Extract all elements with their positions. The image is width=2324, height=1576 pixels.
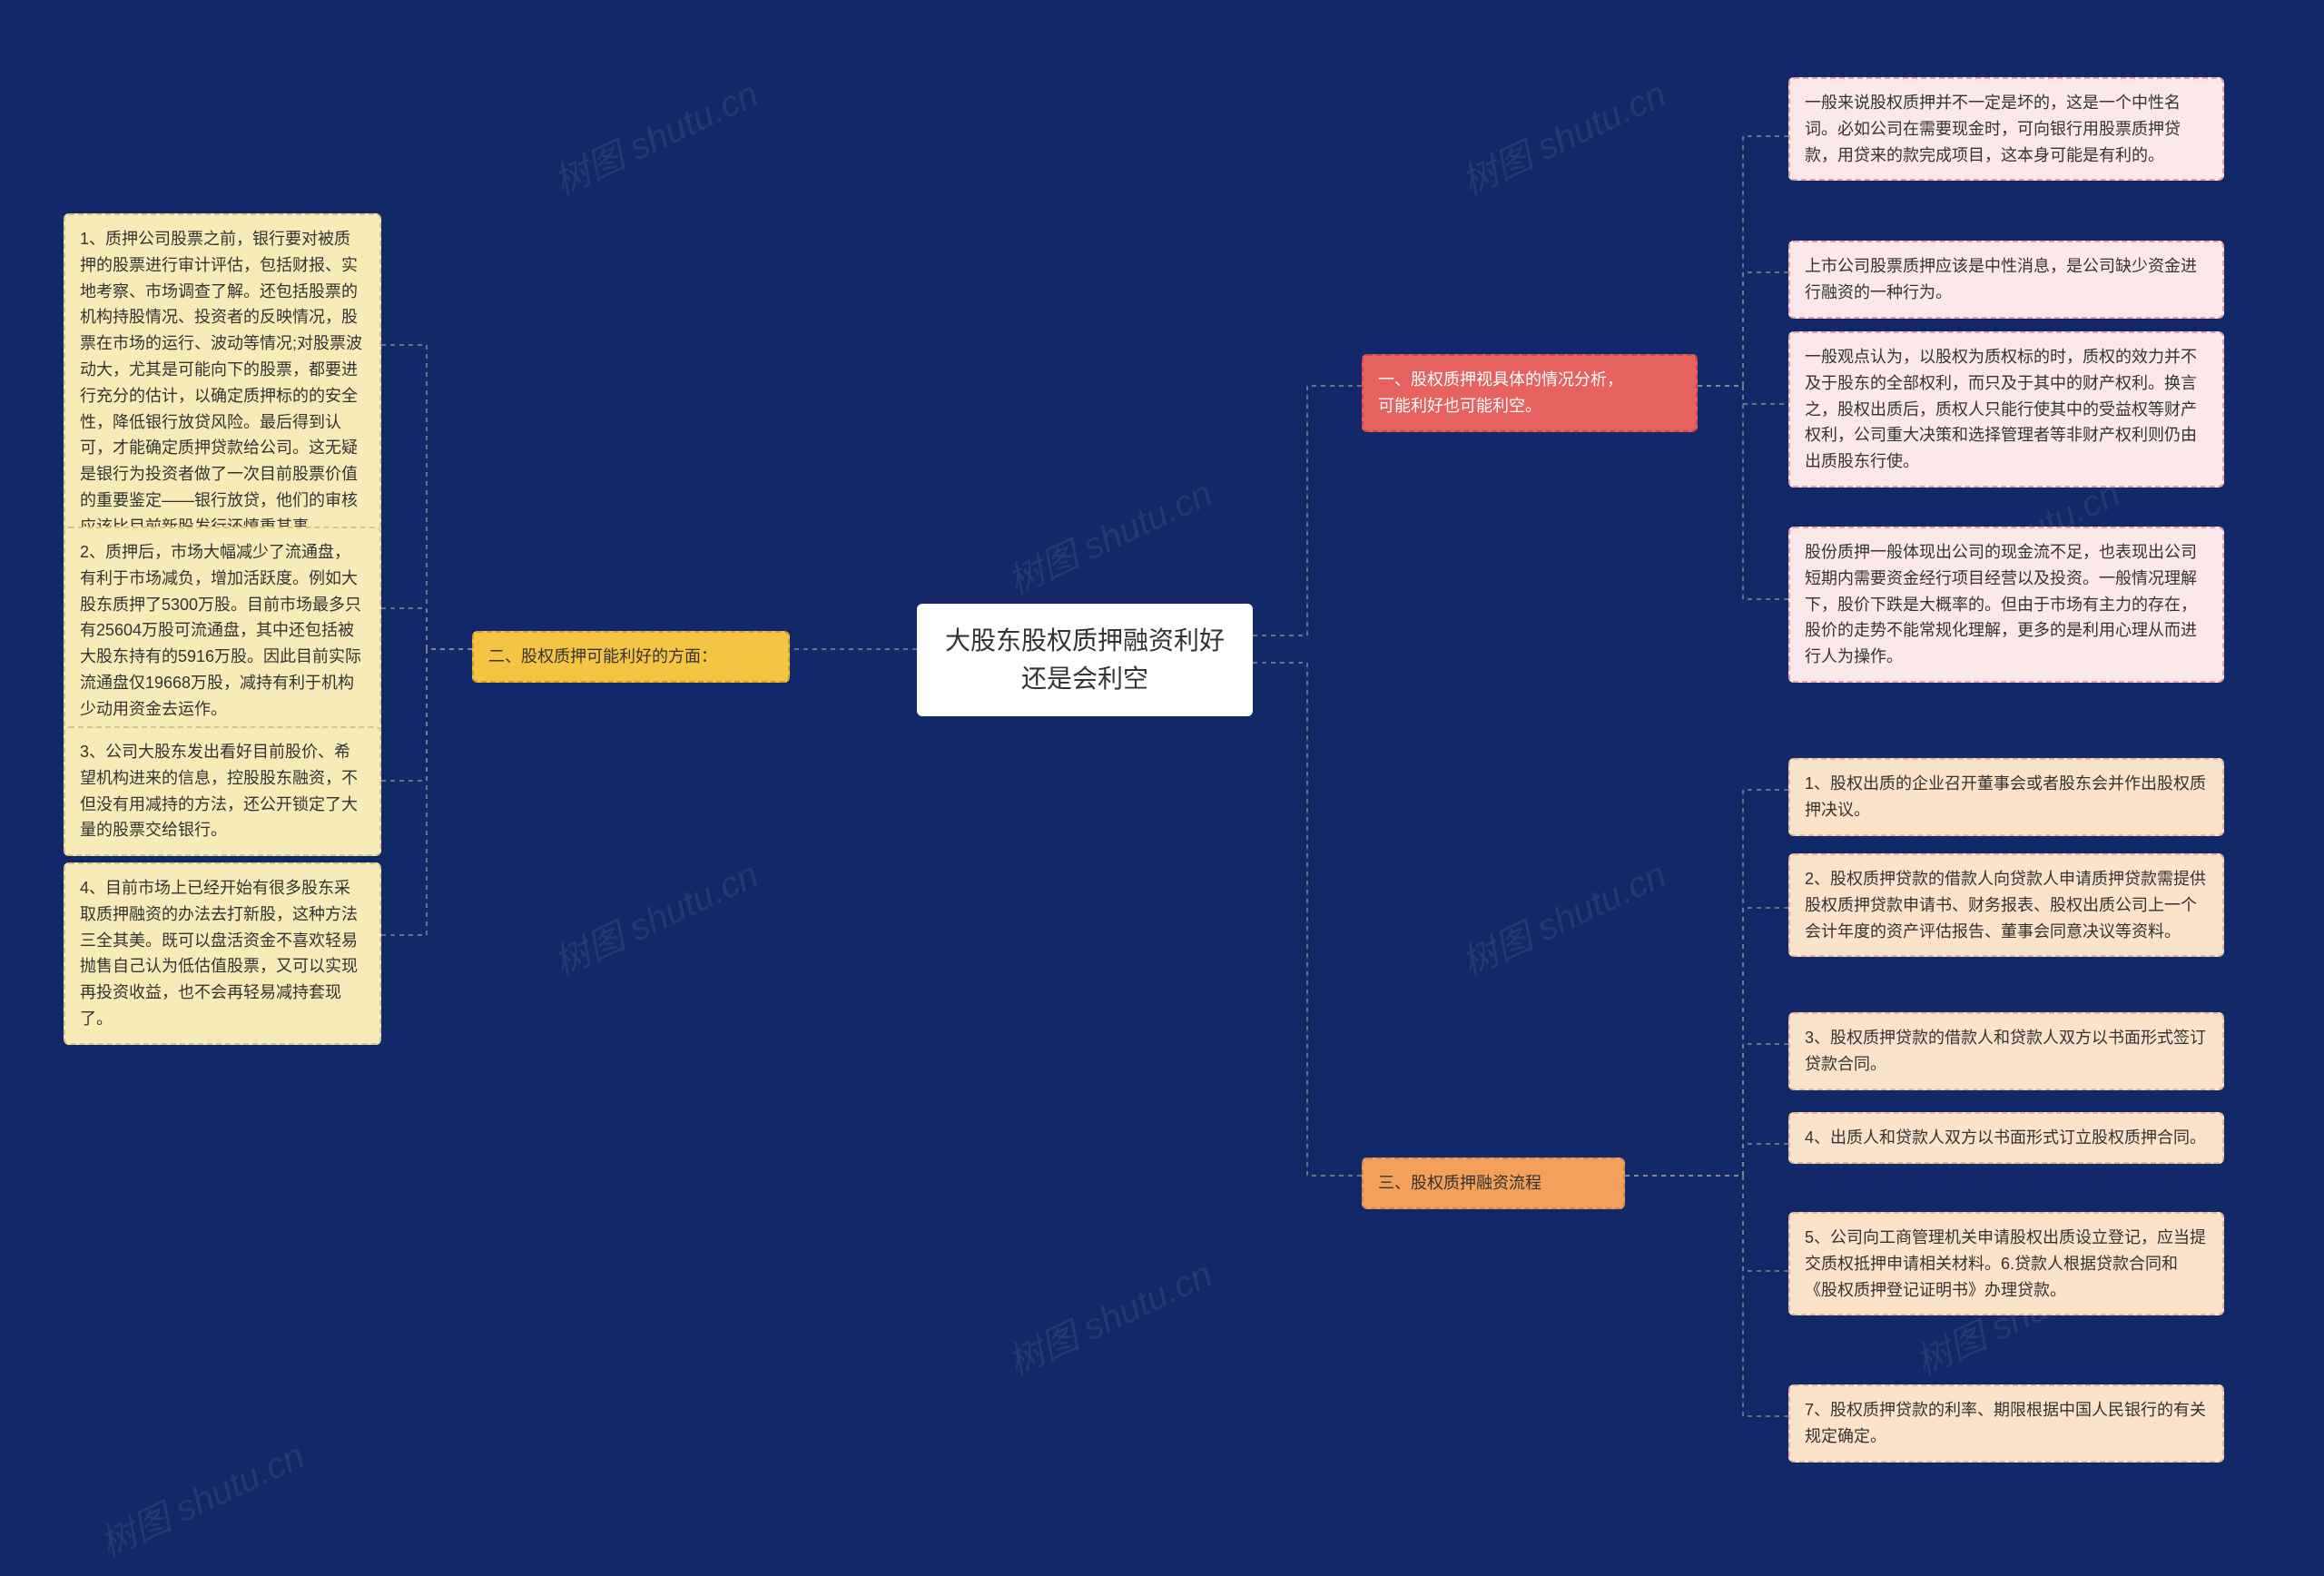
- center-text-line2: 还是会利空: [1021, 665, 1148, 693]
- watermark: 树图 shutu.cn: [1452, 65, 1673, 206]
- branch2-leaf-3: 3、公司大股东发出看好目前股价、希望机构进来的信息，控股股东融资，不但没有用减持…: [64, 726, 381, 856]
- branch2-leaf-4: 4、目前市场上已经开始有很多股东采取质押融资的办法去打新股，这种方法三全其美。既…: [64, 862, 381, 1045]
- watermark: 树图 shutu.cn: [998, 465, 1219, 606]
- branch1-leaf-1: 一般来说股权质押并不一定是坏的，这是一个中性名词。必如公司在需要现金时，可向银行…: [1788, 77, 2224, 181]
- branch1-leaf-2: 上市公司股票质押应该是中性消息，是公司缺少资金进行融资的一种行为。: [1788, 241, 2224, 319]
- center-text-line1: 大股东股权质押融资利好: [945, 626, 1225, 655]
- branch2-leaf-1: 1、质押公司股票之前，银行要对被质押的股票进行审计评估，包括财报、实地考察、市场…: [64, 213, 381, 553]
- watermark: 树图 shutu.cn: [998, 1246, 1219, 1386]
- watermark: 树图 shutu.cn: [544, 846, 765, 987]
- branch3-leaf-4: 4、出质人和贷款人双方以书面形式订立股权质押合同。: [1788, 1112, 2224, 1164]
- branch1-title-line1: 一、股权质押视具体的情况分析，: [1378, 370, 1623, 389]
- branch1-leaf-3: 一般观点认为，以股权为质权标的时，质权的效力并不及于股东的全部权利，而只及于其中…: [1788, 331, 2224, 488]
- watermark: 树图 shutu.cn: [90, 1427, 311, 1568]
- branch1-title-line2: 可能利好也可能利空。: [1378, 397, 1541, 415]
- branch3-leaf-6: 7、股权质押贷款的利率、期限根据中国人民银行的有关规定确定。: [1788, 1384, 2224, 1463]
- branch2-leaf-2: 2、质押后，市场大幅减少了流通盘，有利于市场减负，增加活跃度。例如大股东质押了5…: [64, 527, 381, 735]
- branch3-title: 三、股权质押融资流程: [1362, 1157, 1625, 1209]
- branch1-title: 一、股权质押视具体的情况分析， 可能利好也可能利空。: [1362, 354, 1698, 432]
- branch2-title: 二、股权质押可能利好的方面：: [472, 631, 790, 683]
- branch3-leaf-3: 3、股权质押贷款的借款人和贷款人双方以书面形式签订贷款合同。: [1788, 1012, 2224, 1090]
- branch1-leaf-4: 股份质押一般体现出公司的现金流不足，也表现出公司短期内需要资金经行项目经营以及投…: [1788, 527, 2224, 683]
- branch3-leaf-5: 5、公司向工商管理机关申请股权出质设立登记，应当提交质权抵押申请相关材料。6.贷…: [1788, 1212, 2224, 1315]
- branch3-leaf-1: 1、股权出质的企业召开董事会或者股东会并作出股权质押决议。: [1788, 758, 2224, 836]
- branch3-leaf-2: 2、股权质押贷款的借款人向贷款人申请质押贷款需提供股权质押贷款申请书、财务报表、…: [1788, 853, 2224, 957]
- center-node: 大股东股权质押融资利好 还是会利空: [917, 604, 1253, 716]
- watermark: 树图 shutu.cn: [544, 65, 765, 206]
- watermark: 树图 shutu.cn: [1452, 846, 1673, 987]
